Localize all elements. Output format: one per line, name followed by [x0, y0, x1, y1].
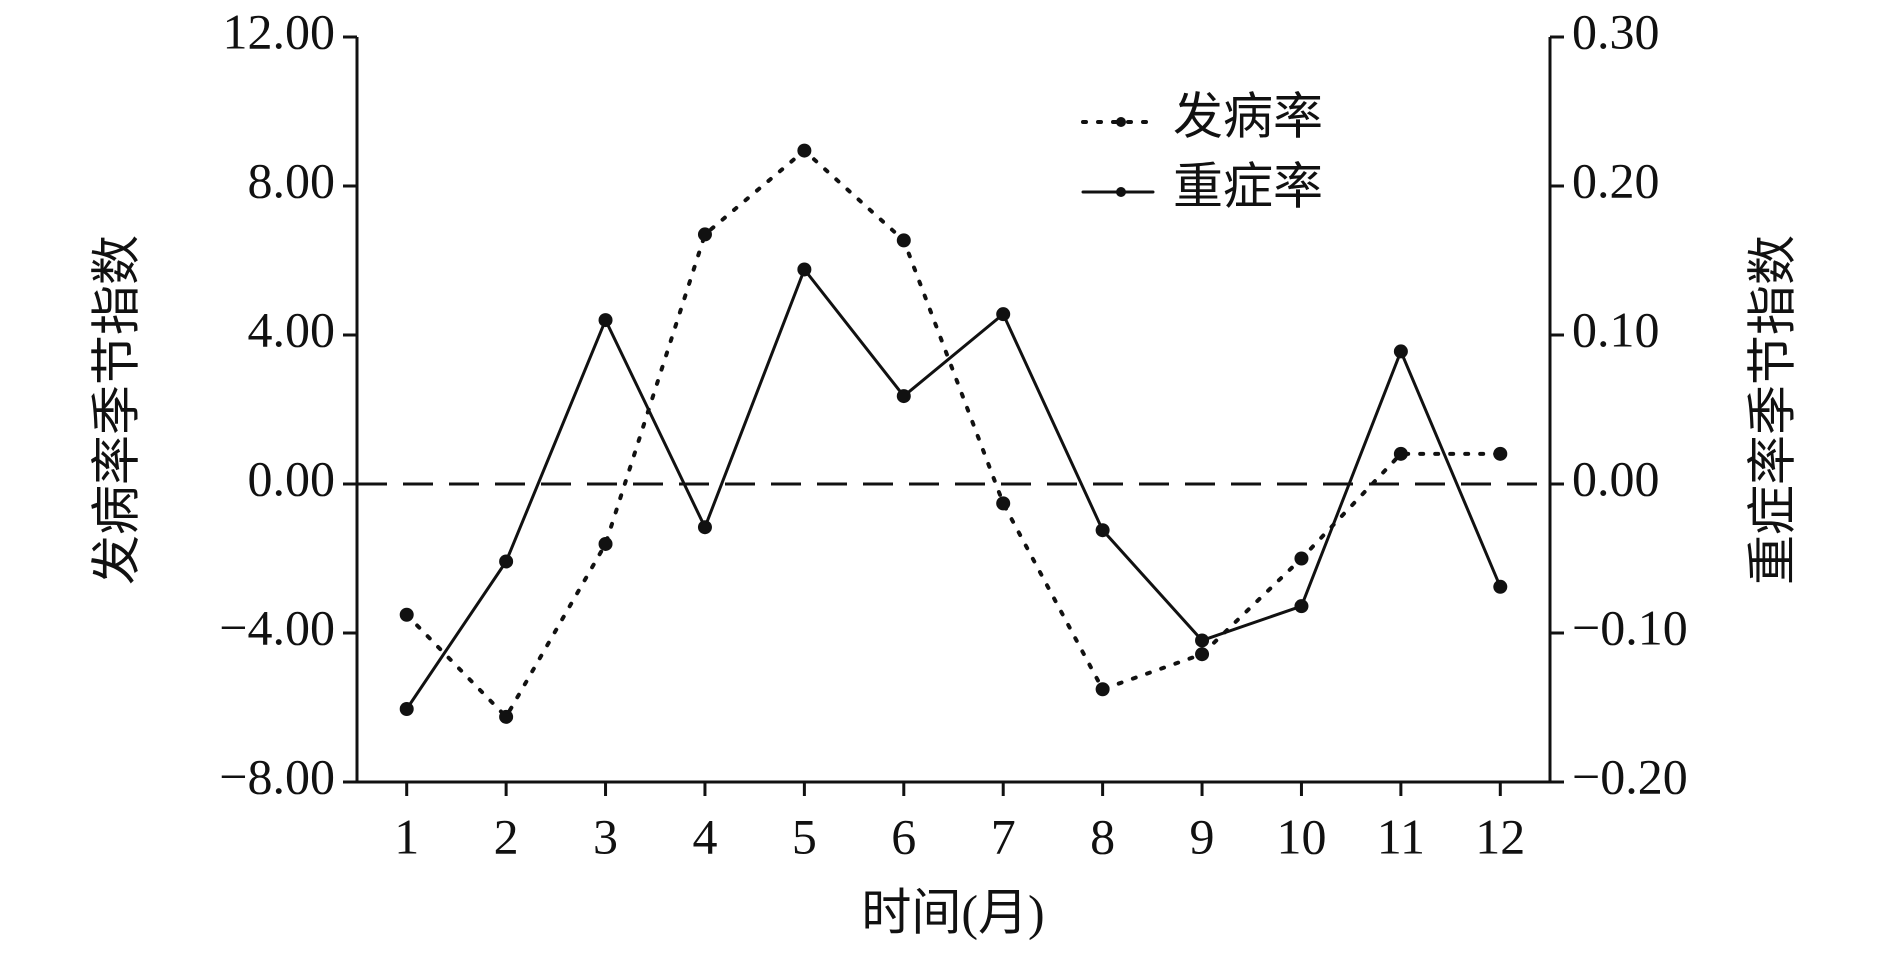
point: [598, 536, 613, 551]
x-tick-label: 6: [891, 808, 916, 864]
point: [499, 709, 514, 724]
y2-tick-label: −0.20: [1572, 748, 1688, 804]
x-tick-label: 10: [1276, 808, 1326, 864]
y-axis-title: 发病率季节指数: [88, 235, 144, 585]
legend-label: 发病率: [1173, 88, 1323, 144]
point: [399, 607, 414, 622]
y-tick-label: −4.00: [219, 599, 335, 655]
x-tick-label: 12: [1475, 808, 1525, 864]
series-line: [404, 147, 1503, 721]
point: [896, 233, 911, 248]
y-tick-label: 8.00: [248, 152, 336, 208]
series-line: [405, 266, 1502, 711]
y2-axis-title: 重症率季节指数: [1744, 235, 1800, 585]
point: [1095, 523, 1110, 538]
x-tick-label: 3: [593, 808, 618, 864]
point: [797, 262, 812, 277]
point: [1393, 446, 1408, 461]
point: [499, 554, 514, 569]
x-tick-label: 5: [792, 808, 817, 864]
y2-tick-label: 0.00: [1572, 450, 1660, 506]
point: [1393, 344, 1408, 359]
point: [1195, 633, 1210, 648]
legend-label: 重症率: [1173, 158, 1323, 214]
x-tick-label: 1: [394, 808, 419, 864]
x-tick-label: 2: [494, 808, 519, 864]
x-tick-label: 8: [1090, 808, 1115, 864]
point: [1294, 551, 1309, 566]
point: [1195, 647, 1210, 662]
x-tick-label: 4: [692, 808, 717, 864]
point: [996, 307, 1011, 322]
y2-tick-label: 0.20: [1572, 152, 1660, 208]
point: [1493, 579, 1508, 594]
x-axis-title: 时间(月): [861, 884, 1044, 940]
point: [1294, 599, 1309, 614]
y-tick-label: 4.00: [248, 301, 336, 357]
point: [399, 701, 414, 716]
point: [598, 313, 613, 328]
x-tick-label: 9: [1190, 808, 1215, 864]
x-tick-label: 7: [991, 808, 1016, 864]
x-tick-label: 11: [1377, 808, 1425, 864]
point: [1493, 446, 1508, 461]
point: [896, 389, 911, 404]
y-tick-label: 12.00: [223, 3, 336, 59]
point: [797, 143, 812, 158]
y-tick-label: 0.00: [248, 450, 336, 506]
legend-marker: [1116, 187, 1126, 197]
point: [1095, 682, 1110, 697]
point: [697, 520, 712, 535]
y2-tick-label: 0.30: [1572, 3, 1660, 59]
point: [697, 227, 712, 242]
point: [996, 496, 1011, 511]
y-tick-label: −8.00: [219, 748, 335, 804]
y2-tick-label: −0.10: [1572, 599, 1688, 655]
y2-tick-label: 0.10: [1572, 301, 1660, 357]
legend-marker: [1116, 117, 1126, 127]
